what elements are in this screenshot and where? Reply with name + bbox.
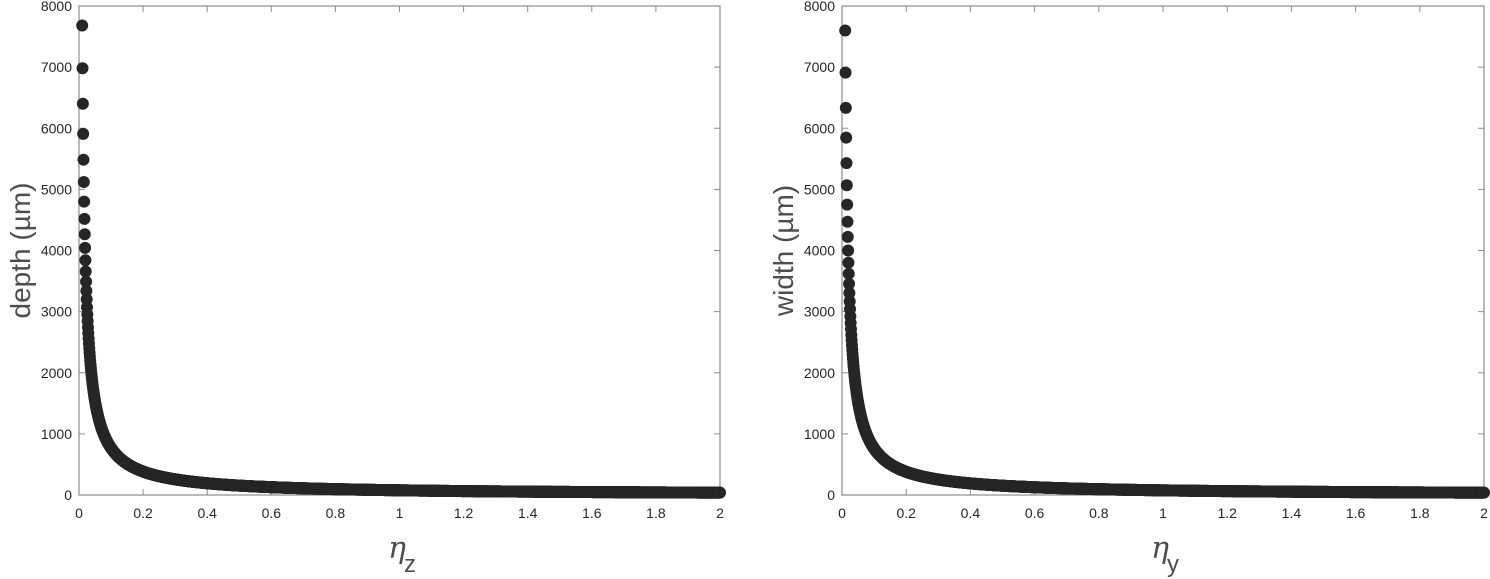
y-tick-label: 5000 [41, 181, 72, 197]
x-tick-label: 0 [838, 505, 846, 521]
y-tick-label: 4000 [804, 243, 835, 259]
depth-chart: 0 0.2 0.4 0.6 0.8 1 1.2 1.4 1.6 1.8 2 0 1000 2000 3000… [5, 0, 726, 578]
x-tick-label: 1.6 [582, 505, 602, 521]
y-tick-label: 0 [827, 487, 835, 503]
y-tick-label: 1000 [41, 426, 72, 442]
y-axis-label: width (µm) [768, 185, 799, 317]
y-tick-label: 0 [64, 487, 72, 503]
y-tick-label: 7000 [804, 59, 835, 75]
y-tick-label: 2000 [804, 365, 835, 381]
x-axis-label-subscript: z [404, 551, 416, 578]
x-tick-label: 1.6 [1346, 505, 1366, 521]
y-tick-label: 8000 [41, 0, 72, 14]
scatter-points [76, 19, 726, 499]
y-tick-label: 8000 [804, 0, 835, 14]
x-tick-label: 2 [1480, 505, 1488, 521]
x-tick-label: 1.4 [518, 505, 538, 521]
y-tick-label: 4000 [41, 243, 72, 259]
x-tick-label: 0.4 [197, 505, 217, 521]
y-tick-label: 5000 [804, 181, 835, 197]
axes-box [841, 5, 1485, 496]
x-tick-label: 1.8 [646, 505, 666, 521]
x-tick-label: 1.8 [1410, 505, 1430, 521]
y-tick-label: 7000 [41, 59, 72, 75]
y-axis-label: depth (µm) [5, 183, 36, 319]
x-tick-label: 2 [716, 505, 724, 521]
x-tick-label: 1 [396, 505, 404, 521]
x-tick-label: 1 [1159, 505, 1167, 521]
x-axis-label: η [388, 531, 406, 566]
x-axis-label-subscript: y [1167, 551, 1179, 578]
y-tick-label: 6000 [804, 120, 835, 136]
x-tick-label: 0.2 [133, 505, 153, 521]
x-axis-label: η [1151, 531, 1169, 566]
x-tick-label: 0.8 [326, 505, 346, 521]
x-tick-label: 0.6 [1025, 505, 1045, 521]
x-tick-label: 0 [75, 505, 83, 521]
y-tick-label: 3000 [804, 304, 835, 320]
axes-box [78, 5, 721, 496]
x-tick-label: 0.4 [961, 505, 981, 521]
y-tick-label: 2000 [41, 365, 72, 381]
y-tick-label: 6000 [41, 120, 72, 136]
y-tick-label: 3000 [41, 304, 72, 320]
x-tick-label: 0.6 [262, 505, 282, 521]
x-tick-label: 1.4 [1282, 505, 1302, 521]
x-tick-label: 1.2 [1217, 505, 1237, 521]
y-tick-label: 1000 [804, 426, 835, 442]
scatter-points [839, 24, 1490, 499]
x-tick-label: 0.2 [896, 505, 916, 521]
x-tick-label: 0.8 [1089, 505, 1109, 521]
x-tick-label: 1.2 [454, 505, 474, 521]
width-chart: 0 0.2 0.4 0.6 0.8 1 1.2 1.4 1.6 1.8 2 0 1000 2000 3000… [768, 0, 1490, 578]
